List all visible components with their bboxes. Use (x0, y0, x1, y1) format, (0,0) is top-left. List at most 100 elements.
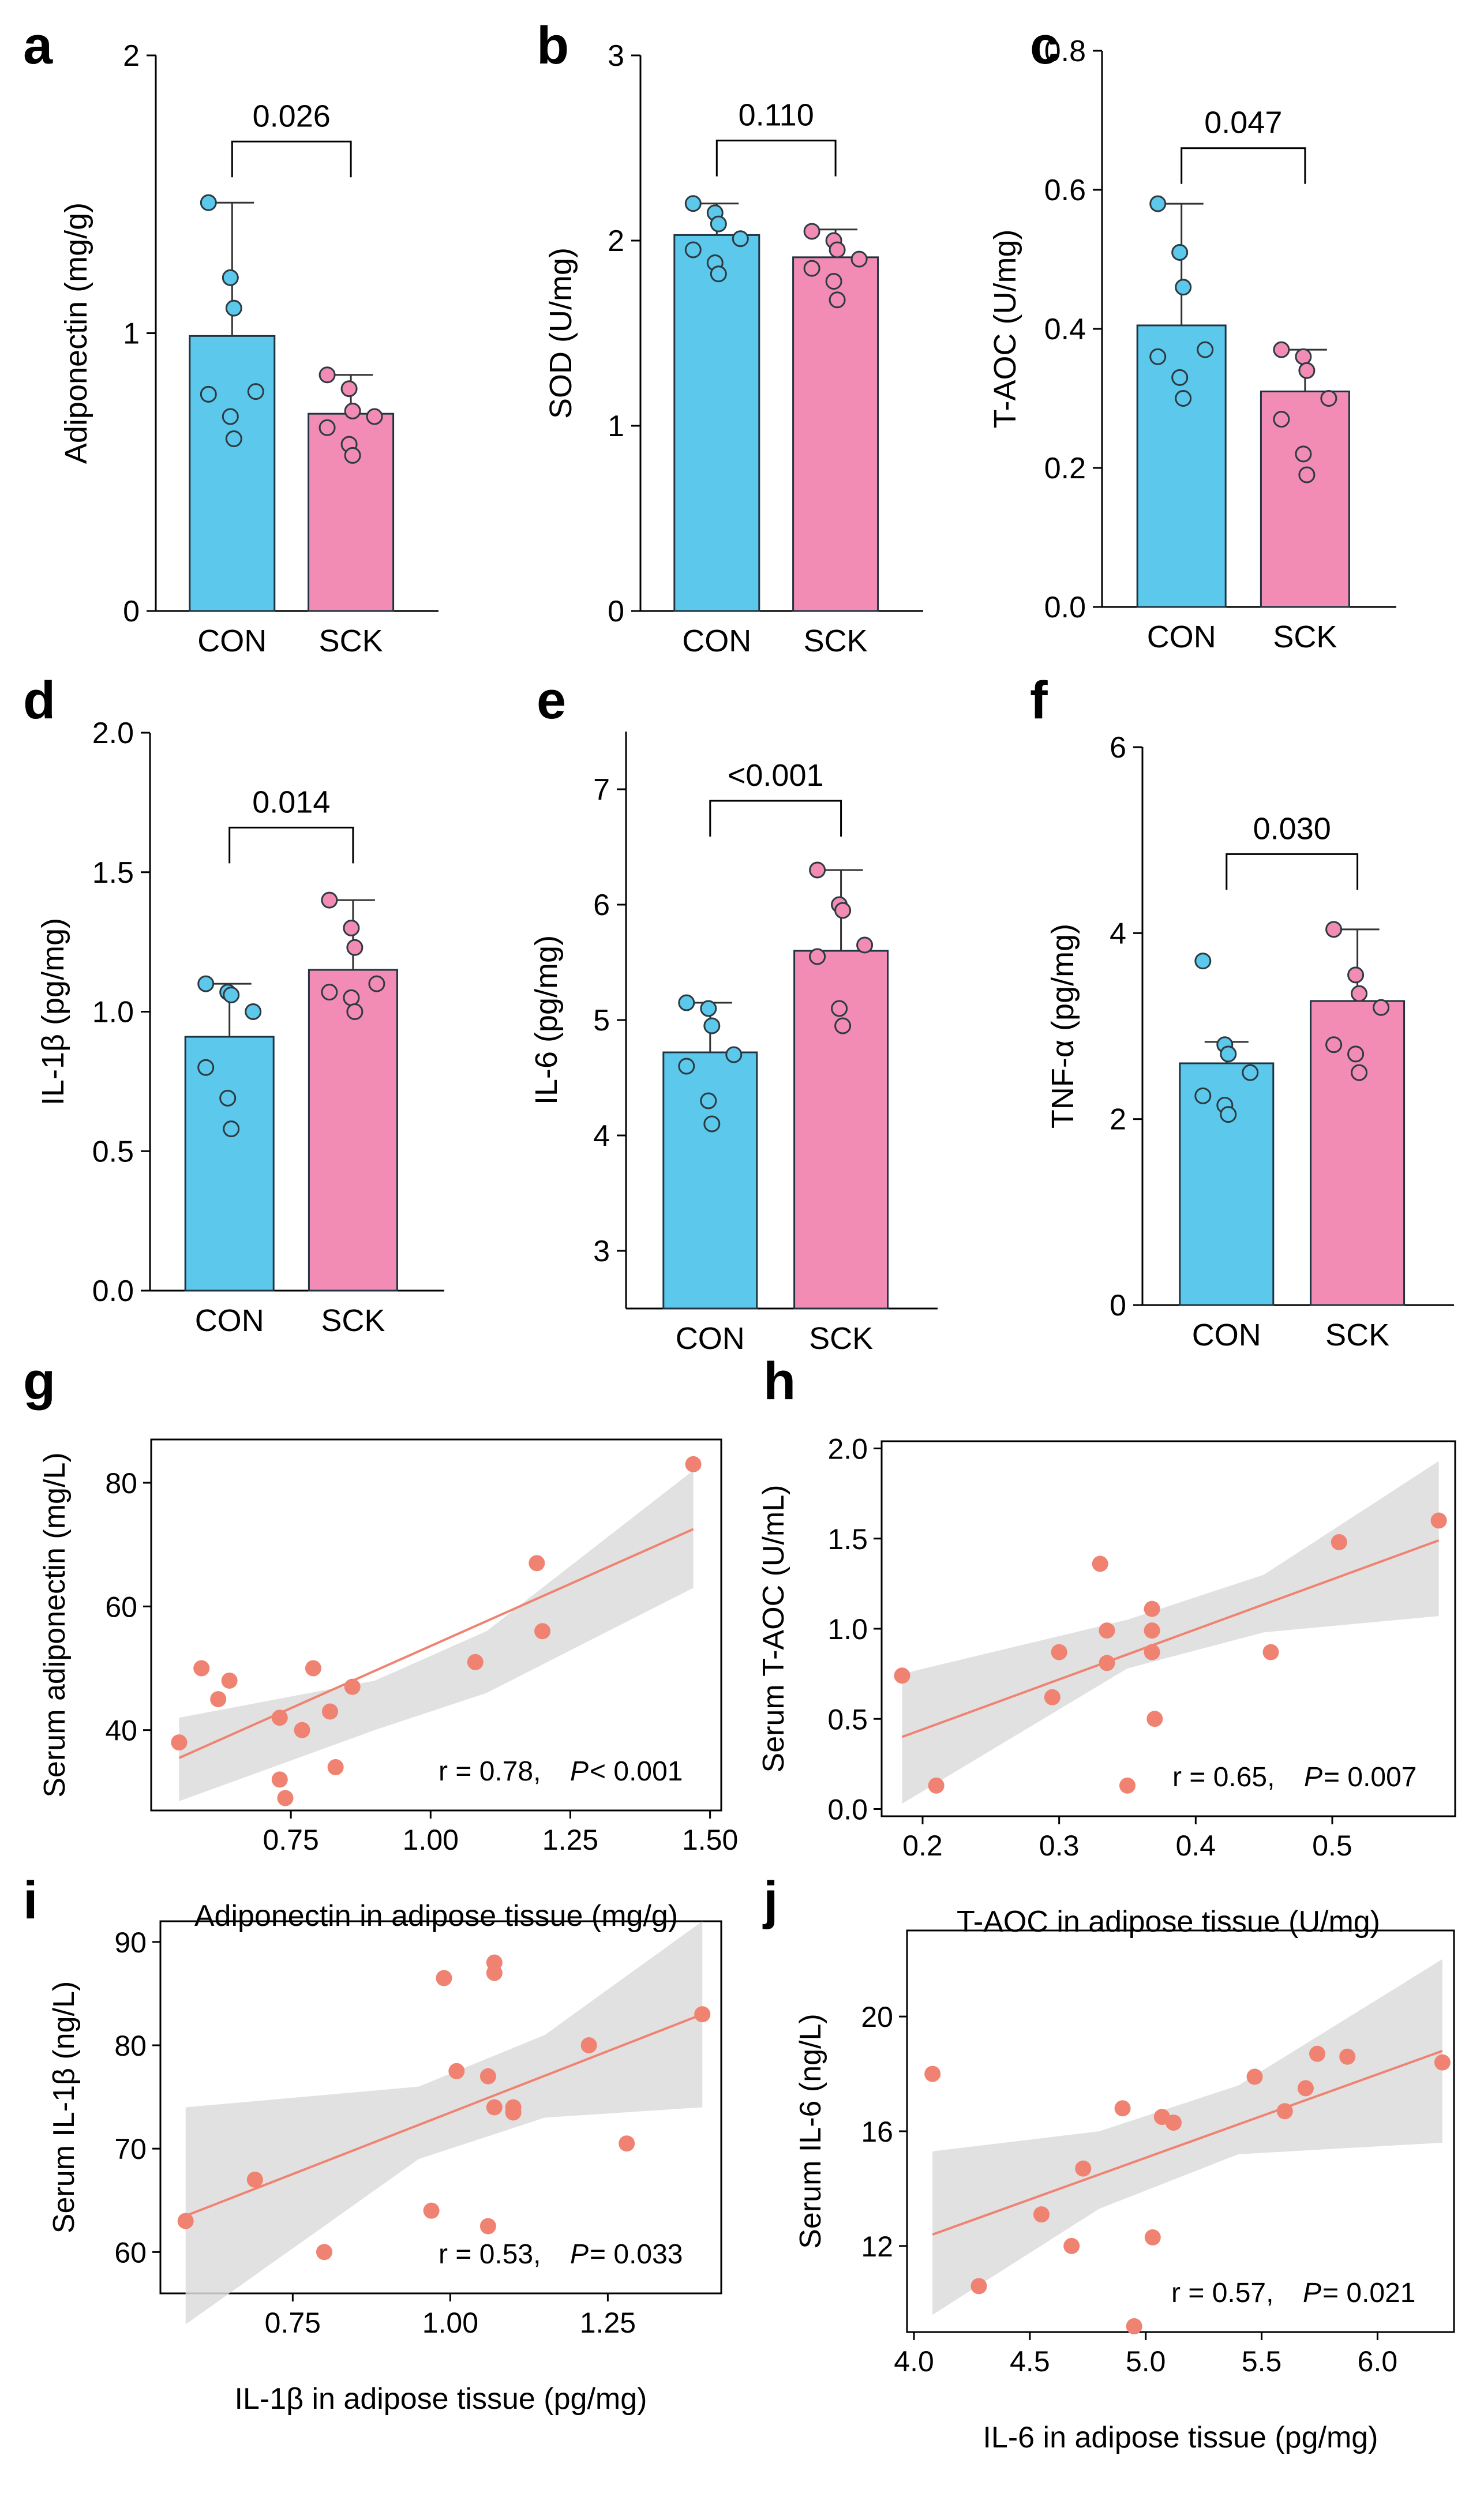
data-point (346, 1003, 363, 1020)
p-value-label: < 0.001 (590, 1756, 683, 1787)
data-point (803, 223, 820, 240)
data-point (171, 1734, 188, 1751)
data-point (321, 1703, 338, 1720)
confidence-band (185, 1921, 703, 2325)
p-italic-label: P (1304, 1762, 1322, 1793)
data-point (1325, 921, 1343, 938)
data-point (1126, 2318, 1142, 2335)
y-tick-label: 0 (123, 595, 140, 628)
significance-bracket (1181, 147, 1306, 184)
data-point (1194, 953, 1212, 970)
data-point (703, 1115, 721, 1133)
y-tick-label: 0.8 (1044, 35, 1086, 68)
data-point (344, 447, 361, 464)
panel-label: e (537, 671, 566, 730)
data-point (344, 1678, 361, 1695)
y-tick-label: 20 (861, 2001, 893, 2033)
y-tick-label: 4 (1110, 917, 1126, 950)
correlation-r: r = 0.53, (439, 2239, 541, 2270)
p-italic-label: P (570, 1756, 589, 1787)
panel-i: i 0.75 1.00 1.25 60 70 80 90 IL-1β in adipose ti… (23, 1871, 722, 2416)
y-tick-label: 2 (608, 224, 624, 258)
regression-line (178, 1528, 694, 1759)
data-point (321, 891, 338, 909)
p-value-label: = 0.033 (590, 2239, 683, 2270)
data-point (368, 975, 385, 992)
data-point (1347, 1045, 1365, 1063)
data-point (1339, 2048, 1356, 2065)
x-tick-label: 1.50 (682, 1824, 738, 1856)
x-tick-label: 0.2 (902, 1830, 943, 1862)
y-tick-label: 2.0 (827, 1433, 868, 1465)
data-point (1351, 985, 1368, 1002)
panel-label: j (762, 1871, 778, 1930)
data-point (580, 2037, 597, 2053)
regression-line (901, 1539, 1440, 1738)
x-tick-label: 5.0 (1126, 2345, 1166, 2378)
data-point (1430, 1512, 1447, 1529)
significance-bracket (1226, 853, 1359, 890)
data-point (1092, 1555, 1108, 1572)
data-point (694, 2006, 711, 2023)
x-axis-title: Adiponectin in adipose tissue (mg/g) (194, 1899, 678, 1933)
y-tick-label: 0.2 (1044, 452, 1086, 485)
x-tick-label: SCK (321, 1303, 385, 1338)
data-point (344, 402, 361, 419)
data-point (246, 2171, 263, 2188)
data-point (534, 1623, 551, 1640)
y-tick-label: 40 (105, 1715, 137, 1747)
p-value-label: = 0.007 (1324, 1762, 1416, 1793)
y-axis-title: IL-6 (pg/mg) (529, 935, 564, 1105)
data-point (1320, 390, 1337, 407)
bar-sck (1260, 390, 1350, 608)
data-point (223, 1120, 240, 1138)
data-point (732, 230, 749, 248)
x-tick-label: 0.3 (1039, 1830, 1080, 1862)
y-tick-label: 7 (593, 773, 610, 807)
data-point (1434, 2054, 1451, 2071)
p-value-label: 0.047 (1204, 106, 1282, 140)
panel-label: d (23, 671, 55, 730)
confidence-band (902, 1461, 1439, 1804)
y-tick-label: 0.5 (827, 1703, 868, 1735)
significance-bracket (228, 826, 354, 864)
y-tick-label: 80 (105, 1467, 137, 1499)
data-point (318, 419, 336, 436)
x-tick-label: 1.00 (403, 1824, 459, 1856)
data-point (725, 1046, 743, 1063)
significance-bracket (715, 140, 837, 177)
x-tick-label: 1.00 (422, 2307, 478, 2339)
data-point (1273, 341, 1290, 358)
data-point (1144, 1622, 1160, 1639)
y-tick-label: 6 (593, 889, 610, 922)
data-point (467, 1654, 484, 1670)
y-tick-label: 16 (861, 2116, 893, 2148)
y-tick-label: 60 (114, 2236, 147, 2269)
data-point (1262, 1644, 1279, 1660)
data-point (1347, 966, 1365, 984)
p-value-label: = 0.021 (1322, 2278, 1415, 2308)
p-value-label: 0.030 (1253, 811, 1331, 846)
y-tick-label: 0.5 (92, 1135, 134, 1168)
data-point (222, 269, 239, 286)
data-point (710, 265, 727, 283)
plot-frame (150, 1438, 722, 1812)
data-point (970, 2278, 987, 2295)
data-point (343, 989, 360, 1006)
data-point (700, 1092, 717, 1109)
data-point (245, 1003, 262, 1020)
y-tick-label: 0.0 (827, 1794, 868, 1826)
y-tick-label: 1.5 (92, 856, 134, 890)
data-point (924, 2065, 941, 2082)
data-point (856, 936, 874, 954)
confidence-band (932, 1959, 1442, 2315)
data-point (436, 1970, 452, 1986)
data-point (1197, 341, 1214, 358)
data-point (1146, 1711, 1163, 1727)
data-point (1297, 2080, 1314, 2097)
y-tick-label: 12 (861, 2230, 893, 2263)
panel-label: a (23, 16, 53, 75)
bar-con (189, 335, 276, 612)
data-point (834, 1017, 852, 1034)
x-axis-title: IL-1β in adipose tissue (pg/mg) (235, 2382, 647, 2416)
